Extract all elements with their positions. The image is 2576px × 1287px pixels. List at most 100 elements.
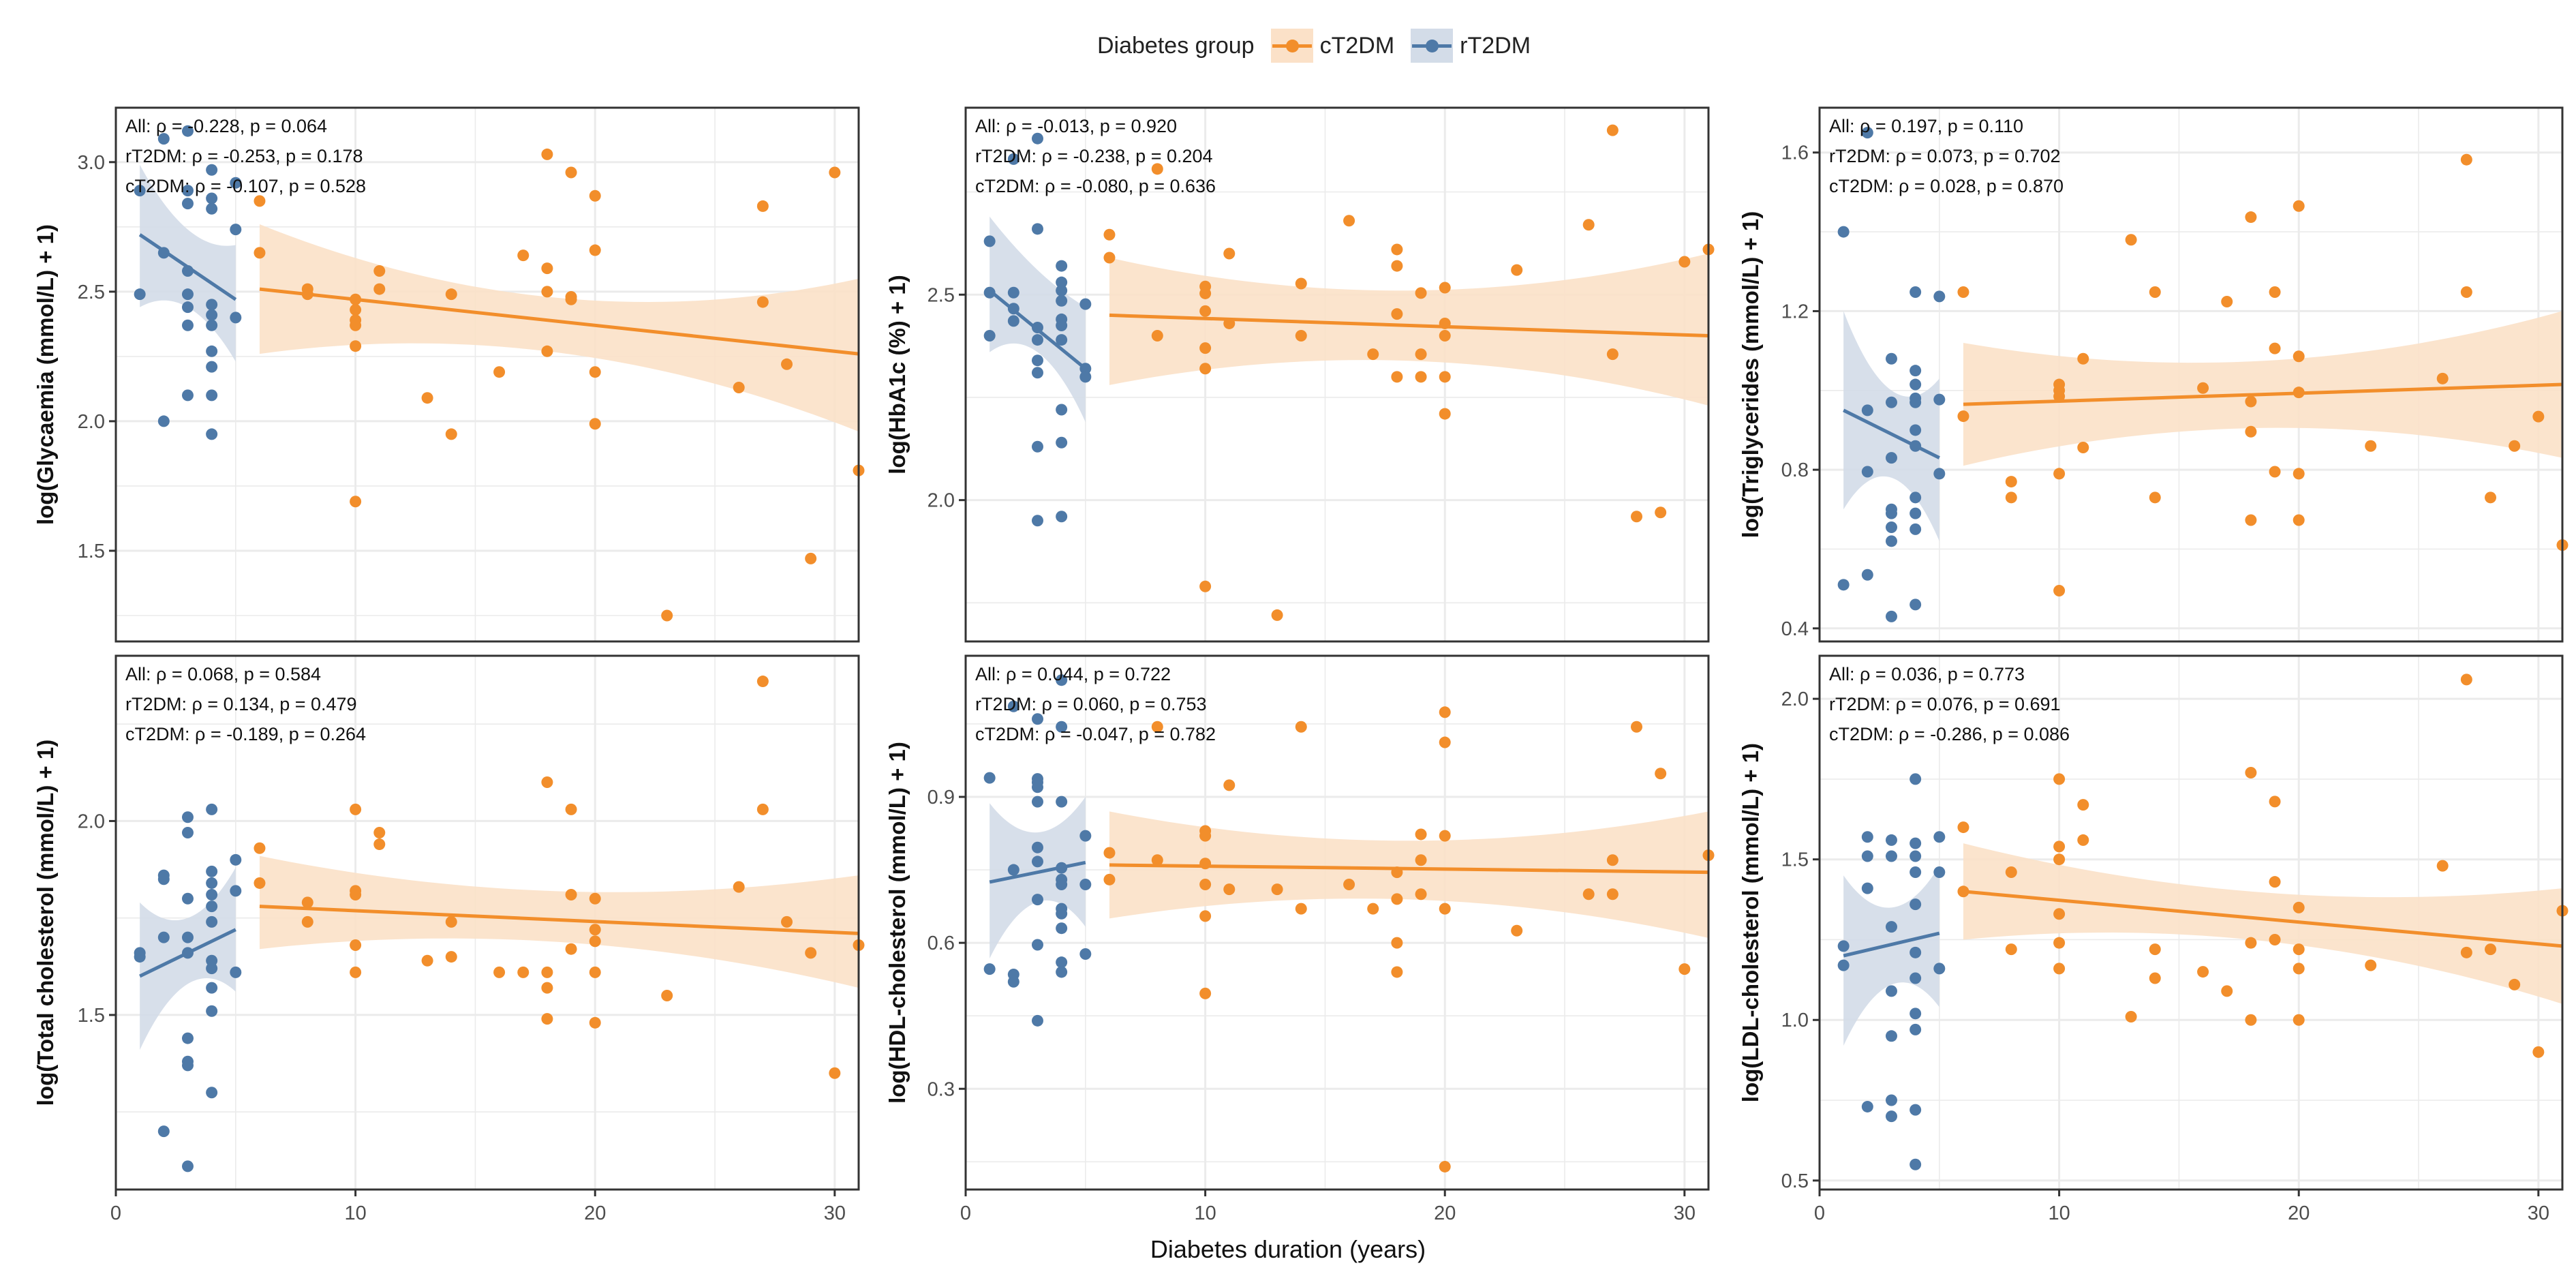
data-point-rt2dm bbox=[181, 185, 194, 197]
y-axis-title: log(Total cholesterol (mmol/L) + 1) bbox=[33, 740, 58, 1106]
data-point-rt2dm bbox=[1079, 371, 1092, 383]
data-point-ct2dm bbox=[2436, 860, 2449, 872]
data-point-rt2dm bbox=[206, 982, 218, 994]
data-point-rt2dm bbox=[1885, 1094, 1897, 1106]
data-point-rt2dm bbox=[1933, 468, 1946, 480]
data-point-ct2dm bbox=[1199, 287, 1212, 299]
data-point-rt2dm bbox=[1031, 894, 1043, 906]
data-point-rt2dm bbox=[1056, 511, 1068, 523]
data-point-ct2dm bbox=[1606, 888, 1619, 900]
data-point-ct2dm bbox=[254, 247, 266, 259]
data-point-ct2dm bbox=[2269, 466, 2281, 478]
data-point-ct2dm bbox=[2460, 286, 2472, 299]
panel-border bbox=[114, 654, 860, 1191]
data-point-ct2dm bbox=[1415, 287, 1427, 299]
correlation-annotation: cT2DM: ρ = -0.080, p = 0.636 bbox=[975, 176, 1216, 196]
x-tick-label: 10 bbox=[2048, 1202, 2070, 1224]
data-point-ct2dm bbox=[1295, 721, 1307, 733]
data-point-ct2dm bbox=[1103, 873, 1116, 885]
data-point-ct2dm bbox=[2245, 395, 2257, 408]
data-point-rt2dm bbox=[181, 826, 194, 838]
data-point-ct2dm bbox=[2053, 853, 2066, 866]
data-point-rt2dm bbox=[1933, 831, 1946, 843]
trend-line-rt2dm bbox=[1843, 408, 1940, 459]
data-point-rt2dm bbox=[206, 309, 218, 321]
data-point-ct2dm bbox=[2221, 295, 2233, 307]
data-point-rt2dm bbox=[1056, 404, 1068, 416]
data-point-ct2dm bbox=[254, 877, 266, 889]
data-point-ct2dm bbox=[1415, 371, 1427, 383]
data-point-ct2dm bbox=[805, 947, 817, 959]
data-point-ct2dm bbox=[1606, 124, 1619, 136]
data-point-ct2dm bbox=[541, 286, 553, 298]
data-point-ct2dm bbox=[2077, 352, 2089, 365]
data-point-ct2dm bbox=[1391, 893, 1403, 905]
y-tick-label: 1.5 bbox=[1781, 849, 1809, 871]
y-tick-label: 3.0 bbox=[78, 152, 105, 174]
data-point-rt2dm bbox=[1885, 921, 1897, 933]
data-point-ct2dm bbox=[756, 803, 769, 815]
data-point-rt2dm bbox=[1861, 882, 1873, 894]
correlation-annotation: rT2DM: ρ = 0.134, p = 0.479 bbox=[125, 694, 357, 714]
data-point-rt2dm bbox=[206, 915, 218, 928]
data-point-ct2dm bbox=[2221, 985, 2233, 997]
x-tick-label: 0 bbox=[110, 1202, 121, 1224]
data-point-ct2dm bbox=[2293, 514, 2305, 526]
data-point-rt2dm bbox=[1910, 396, 1922, 408]
data-point-rt2dm bbox=[1910, 523, 1922, 535]
confidence-band-ct2dm bbox=[1109, 253, 1708, 406]
data-point-ct2dm bbox=[350, 966, 362, 978]
data-point-ct2dm bbox=[565, 293, 577, 305]
data-point-ct2dm bbox=[1439, 371, 1451, 383]
data-point-ct2dm bbox=[1199, 987, 1212, 999]
data-point-ct2dm bbox=[2149, 943, 2161, 956]
data-point-ct2dm bbox=[2053, 963, 2066, 975]
data-point-rt2dm bbox=[983, 330, 996, 342]
data-point-rt2dm bbox=[1056, 966, 1068, 978]
y-axis-title: log(HDL-cholesterol (mmol/L) + 1) bbox=[885, 742, 910, 1104]
data-point-ct2dm bbox=[589, 244, 601, 256]
y-tick-label: 1.0 bbox=[1781, 1010, 1809, 1031]
data-point-rt2dm bbox=[983, 286, 996, 299]
data-point-ct2dm bbox=[2125, 234, 2137, 246]
data-point-ct2dm bbox=[541, 1013, 553, 1025]
data-point-ct2dm bbox=[2293, 901, 2305, 913]
trend-line-ct2dm bbox=[1963, 890, 2563, 948]
data-point-ct2dm bbox=[1606, 348, 1619, 361]
correlation-annotation: rT2DM: ρ = 0.060, p = 0.753 bbox=[975, 694, 1207, 714]
data-point-rt2dm bbox=[230, 885, 242, 897]
data-point-rt2dm bbox=[206, 963, 218, 975]
y-tick-label: 1.5 bbox=[78, 1005, 105, 1027]
data-point-ct2dm bbox=[1439, 282, 1451, 294]
x-tick-label: 20 bbox=[1434, 1202, 1456, 1224]
data-point-rt2dm bbox=[1056, 878, 1068, 890]
data-point-rt2dm bbox=[983, 235, 996, 247]
trend-line-rt2dm bbox=[1843, 931, 1940, 958]
y-tick-label: 0.4 bbox=[1781, 618, 1809, 640]
data-point-rt2dm bbox=[983, 772, 996, 784]
data-point-ct2dm bbox=[2197, 382, 2209, 394]
data-point-rt2dm bbox=[1861, 466, 1873, 478]
data-point-rt2dm bbox=[206, 1087, 218, 1099]
data-point-ct2dm bbox=[1391, 260, 1403, 272]
data-point-rt2dm bbox=[1933, 963, 1946, 975]
correlation-annotation: All: ρ = -0.228, p = 0.064 bbox=[125, 116, 327, 136]
data-point-ct2dm bbox=[1199, 342, 1212, 354]
data-point-ct2dm bbox=[1223, 247, 1236, 260]
data-point-rt2dm bbox=[1885, 1030, 1897, 1042]
data-point-rt2dm bbox=[1861, 569, 1873, 581]
data-point-ct2dm bbox=[301, 288, 313, 301]
y-tick-label: 2.0 bbox=[78, 811, 105, 832]
data-point-ct2dm bbox=[1199, 580, 1212, 592]
y-tick-label: 2.0 bbox=[1781, 688, 1809, 710]
data-point-ct2dm bbox=[517, 966, 530, 978]
data-point-ct2dm bbox=[541, 345, 553, 357]
data-point-ct2dm bbox=[565, 889, 577, 901]
data-point-ct2dm bbox=[1223, 317, 1236, 329]
data-point-ct2dm bbox=[1295, 277, 1307, 290]
x-tick-label: 20 bbox=[2288, 1202, 2310, 1224]
data-point-ct2dm bbox=[2053, 390, 2066, 402]
data-point-ct2dm bbox=[2365, 959, 2377, 971]
data-point-ct2dm bbox=[1367, 903, 1379, 915]
